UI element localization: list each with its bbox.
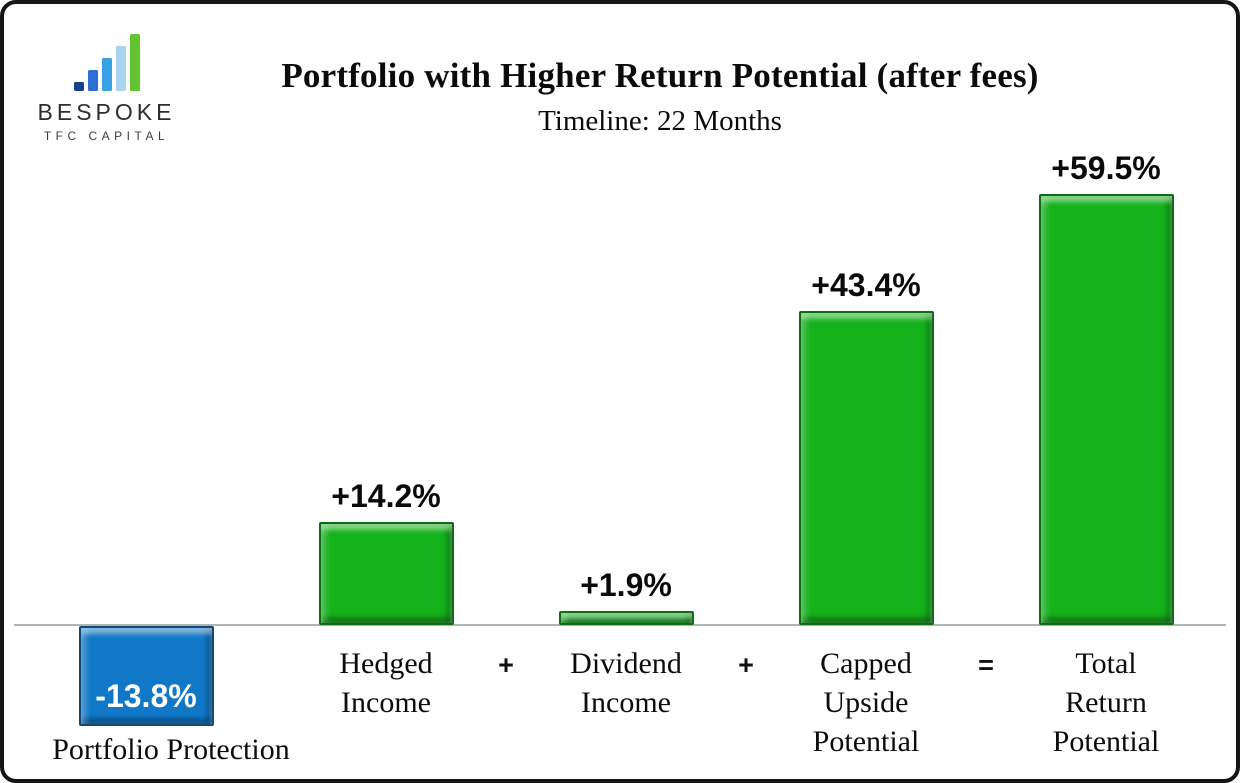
value-label-capped-upside-potential: +43.4% — [811, 267, 921, 303]
category-label-total-return-potential: Total Return Potential — [986, 644, 1226, 761]
bar-hedged-income — [318, 522, 454, 625]
bar-dividend-income — [558, 611, 694, 625]
category-line: Dividend — [570, 647, 682, 680]
logo-bar-3 — [101, 58, 112, 91]
bar-capped-upside-potential — [798, 311, 934, 625]
logo-bar-chart-icon — [34, 34, 179, 91]
logo-bar-2 — [87, 70, 98, 91]
logo: BESPOKE TFC CAPITAL — [34, 34, 179, 143]
category-label-capped-upside-potential: Capped Upside Potential — [746, 644, 986, 761]
category-label-portfolio-protection: Portfolio Protection — [16, 730, 326, 769]
baseline-axis — [14, 624, 1226, 626]
category-line: Income — [341, 686, 431, 719]
category-line: Total — [1075, 647, 1137, 680]
value-label-portfolio-protection: -13.8% — [95, 678, 197, 714]
category-line: Portfolio Protection — [52, 733, 290, 766]
chart-title: Portfolio with Higher Return Potential (… — [281, 56, 1039, 95]
bar-total-return-potential — [1038, 194, 1174, 625]
value-label-total-return-potential: +59.5% — [1051, 150, 1161, 186]
logo-name: BESPOKE — [37, 99, 176, 125]
value-label-dividend-income: +1.9% — [580, 567, 672, 603]
category-label-hedged-income: Hedged Income — [266, 644, 506, 722]
chart-subtitle: Timeline: 22 Months — [538, 105, 782, 137]
category-line: Potential — [812, 725, 920, 758]
logo-bar-1 — [73, 82, 84, 91]
category-label-dividend-income: Dividend Income — [506, 644, 746, 722]
equals-operator: = — [978, 650, 994, 680]
category-line: Capped — [820, 647, 912, 680]
category-line: Return — [1065, 686, 1147, 719]
logo-bar-4 — [115, 46, 126, 91]
logo-tagline: TFC CAPITAL — [43, 129, 170, 143]
logo-bar-5 — [129, 34, 140, 91]
category-line: Potential — [1052, 725, 1160, 758]
value-label-hedged-income: +14.2% — [331, 478, 441, 514]
category-line: Hedged — [339, 647, 433, 680]
bar-portfolio-protection — [78, 626, 214, 726]
plus-operator-2: + — [738, 650, 754, 680]
plus-operator-1: + — [498, 650, 514, 680]
category-line: Income — [581, 686, 671, 719]
category-line: Upside — [823, 686, 909, 719]
